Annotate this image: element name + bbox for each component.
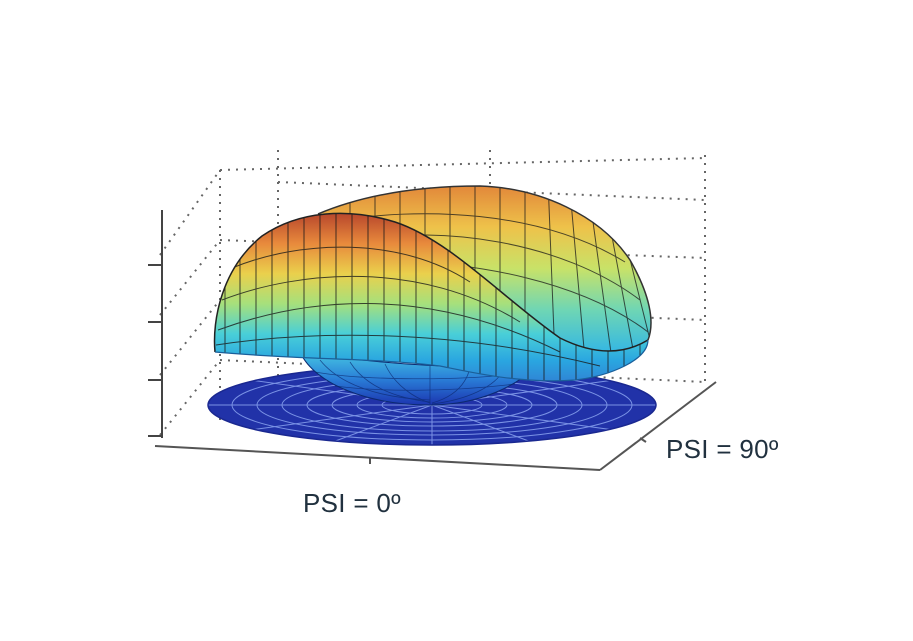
floor-axes: [154, 381, 717, 471]
psi-0-label: PSI = 0º: [303, 488, 401, 518]
z-axis: [148, 210, 163, 438]
surface-bowl: [299, 351, 542, 406]
psi-90-label: PSI = 90º: [666, 434, 779, 464]
